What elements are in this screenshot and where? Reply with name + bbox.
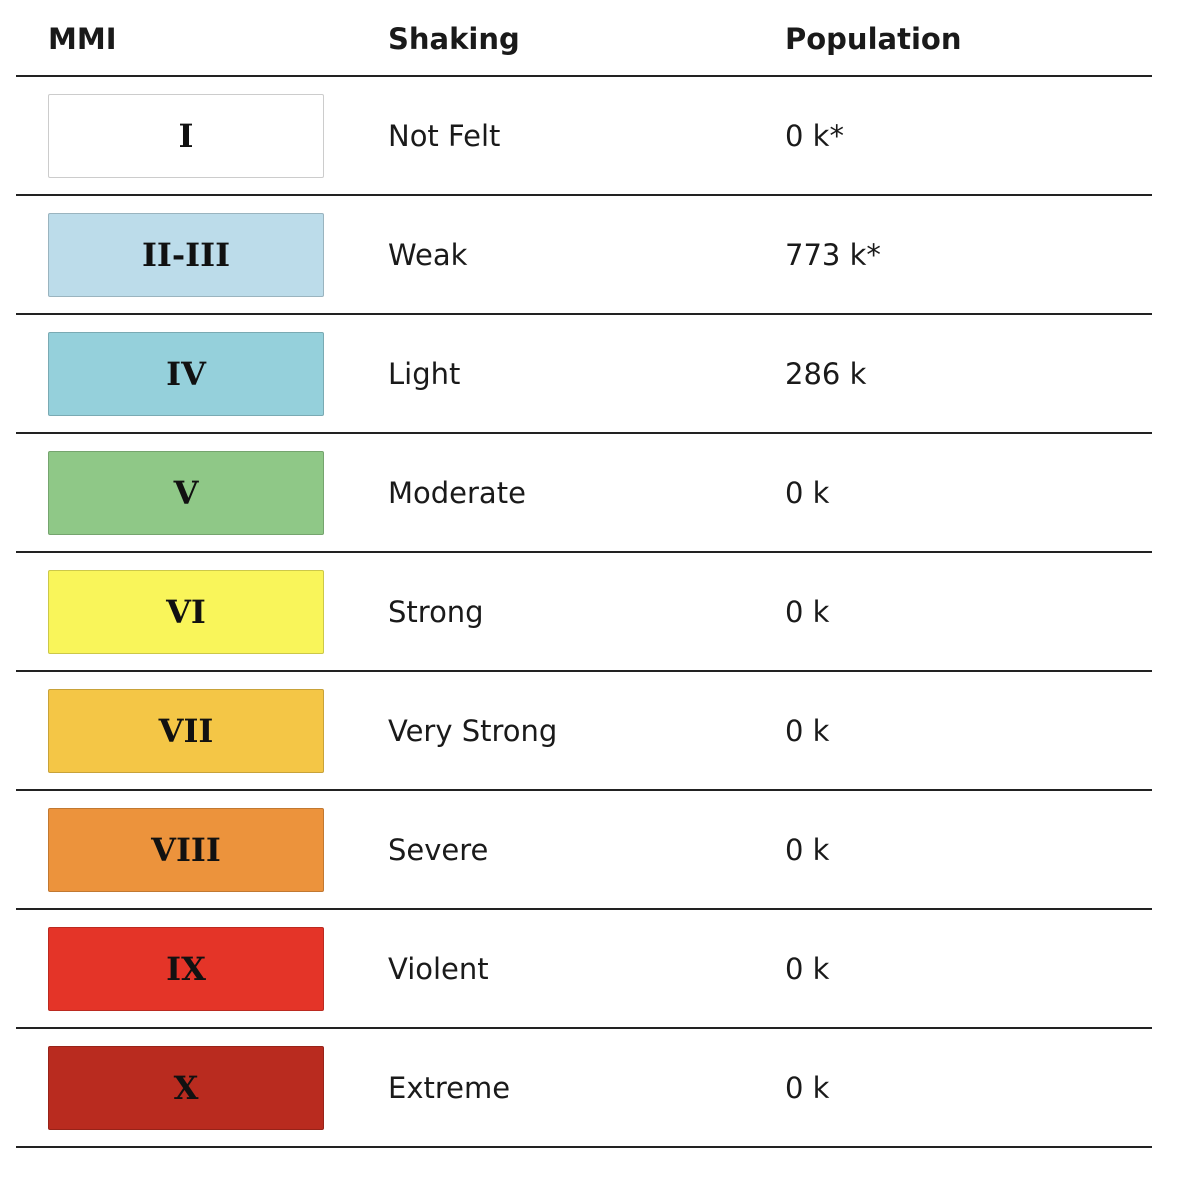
column-header: Population xyxy=(785,22,962,56)
shaking-label: Very Strong xyxy=(388,714,558,748)
shaking-label: Weak xyxy=(388,238,468,272)
population-value: 0 k xyxy=(785,952,830,986)
population-value: 286 k xyxy=(785,357,867,391)
population-value: 0 k xyxy=(785,1071,830,1105)
shaking-label: Violent xyxy=(388,952,489,986)
shaking-label: Extreme xyxy=(388,1071,511,1105)
population-value: 0 k xyxy=(785,714,830,748)
header-row: MMI Shaking Population xyxy=(16,0,1152,77)
mmi-level: VII xyxy=(48,689,324,773)
shaking-label: Light xyxy=(388,357,461,391)
table-row: VII Very Strong 0 k xyxy=(16,672,1152,791)
mmi-table: MMI Shaking Population I Not Felt 0 k* II-III W… xyxy=(16,0,1152,1148)
mmi-level: VI xyxy=(48,570,324,654)
table-row: I Not Felt 0 k* xyxy=(16,77,1152,196)
population-value: 0 k* xyxy=(785,119,844,153)
mmi-level: V xyxy=(48,451,324,535)
table-row: IX Violent 0 k xyxy=(16,910,1152,1029)
mmi-level: IX xyxy=(48,927,324,1011)
mmi-level: VIII xyxy=(48,808,324,892)
mmi-level: X xyxy=(48,1046,324,1130)
table-row: VIII Severe 0 k xyxy=(16,791,1152,910)
population-value: 773 k* xyxy=(785,238,881,272)
shaking-label: Not Felt xyxy=(388,119,501,153)
table-row: VI Strong 0 k xyxy=(16,553,1152,672)
shaking-label: Severe xyxy=(388,833,489,867)
population-value: 0 k xyxy=(785,476,830,510)
table-row: X Extreme 0 k xyxy=(16,1029,1152,1148)
column-header: MMI xyxy=(48,22,117,56)
table-row: V Moderate 0 k xyxy=(16,434,1152,553)
population-value: 0 k xyxy=(785,595,830,629)
shaking-label: Strong xyxy=(388,595,484,629)
table-row: IV Light 286 k xyxy=(16,315,1152,434)
mmi-level: IV xyxy=(48,332,324,416)
population-value: 0 k xyxy=(785,833,830,867)
mmi-level: I xyxy=(48,94,324,178)
table-row: II-III Weak 773 k* xyxy=(16,196,1152,315)
column-header: Shaking xyxy=(388,22,520,56)
shaking-label: Moderate xyxy=(388,476,526,510)
mmi-level: II-III xyxy=(48,213,324,297)
